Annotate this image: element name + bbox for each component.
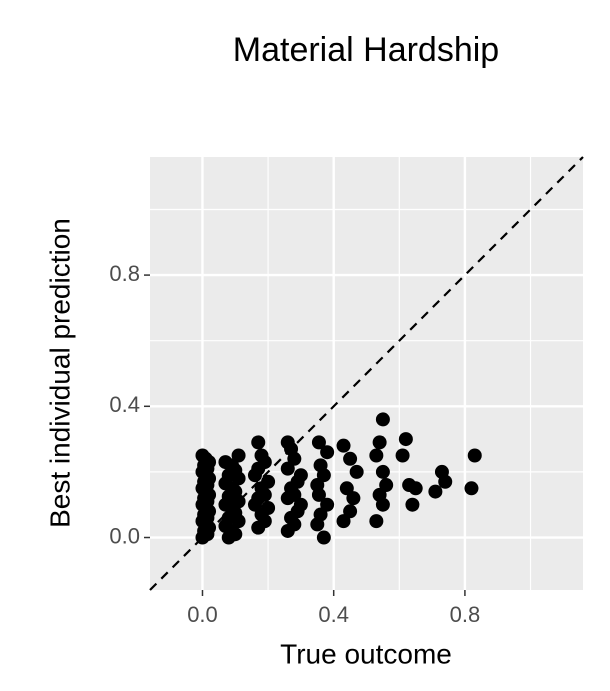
point <box>375 464 390 479</box>
point <box>428 484 443 499</box>
x-axis-label: True outcome <box>280 638 452 669</box>
point <box>336 514 351 529</box>
point <box>408 481 423 496</box>
point <box>343 504 358 519</box>
x-tick-label: 0.4 <box>318 602 349 627</box>
point <box>280 435 295 450</box>
point <box>379 478 394 493</box>
point <box>311 435 326 450</box>
point <box>316 530 331 545</box>
y-axis-label: Best individual prediction <box>44 218 75 528</box>
reference-line <box>149 156 584 591</box>
point <box>438 474 453 489</box>
point <box>320 445 335 460</box>
point <box>398 432 413 447</box>
point <box>261 500 276 515</box>
point <box>313 458 328 473</box>
point <box>375 412 390 427</box>
point <box>293 468 308 483</box>
point <box>343 451 358 466</box>
point <box>254 448 269 463</box>
point <box>372 435 387 450</box>
point <box>280 461 295 476</box>
point <box>195 448 210 463</box>
point <box>231 448 246 463</box>
point <box>339 481 354 496</box>
point <box>467 448 482 463</box>
chart-title: Material Hardship <box>233 31 499 69</box>
point <box>251 435 266 450</box>
point <box>369 448 384 463</box>
y-tick-label: 0.4 <box>109 392 140 417</box>
point <box>336 438 351 453</box>
point <box>293 497 308 512</box>
point <box>218 455 233 470</box>
y-tick-label: 0.8 <box>109 261 140 286</box>
point <box>372 487 387 502</box>
x-tick-label: 0.8 <box>450 602 481 627</box>
point <box>313 507 328 522</box>
point <box>320 497 335 512</box>
point <box>349 464 364 479</box>
point <box>395 448 410 463</box>
point <box>464 481 479 496</box>
y-tick-label: 0.0 <box>109 523 140 548</box>
point <box>261 474 276 489</box>
point <box>405 497 420 512</box>
point <box>346 491 361 506</box>
x-tick-label: 0.0 <box>187 602 218 627</box>
point <box>369 514 384 529</box>
point <box>310 478 325 493</box>
